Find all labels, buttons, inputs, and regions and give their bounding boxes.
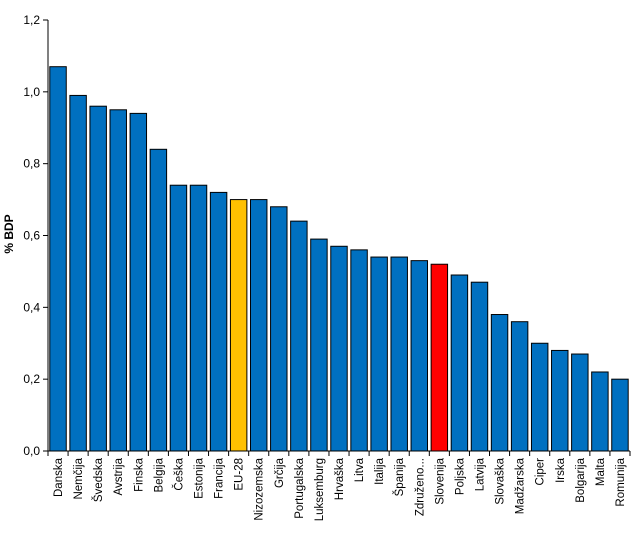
- x-tick-label: Luksemburg: [314, 458, 326, 521]
- x-ticks-group: Danska Nemčija Švedska Avstrija Finska Belgij…: [47, 451, 631, 521]
- bar-eu-28: [229, 199, 248, 452]
- bar-španija: [390, 256, 408, 452]
- bars-group: [49, 66, 629, 452]
- bar-finska: [129, 112, 148, 452]
- y-ticks-group: 0,0 0,2 0,4 0,6 0,8 1,0 1,2: [23, 13, 48, 458]
- bar-nizozemska: [249, 199, 268, 452]
- bar-estonija: [189, 184, 208, 452]
- bar-madžarska: [510, 321, 529, 452]
- y-tick-label: 1,0: [23, 85, 40, 99]
- bar-švedska: [89, 105, 107, 452]
- bar-latvija: [470, 281, 489, 452]
- y-axis-label: % BDP: [2, 214, 16, 253]
- y-tick-label: 0,0: [23, 444, 40, 458]
- bar-bolgarija: [571, 353, 589, 452]
- bar-slovaška: [490, 314, 509, 452]
- x-tick-label: Malta: [595, 457, 607, 486]
- bar-francija: [209, 191, 228, 452]
- bar-belgija: [149, 148, 168, 452]
- x-tick-label: Madžarska: [515, 457, 527, 514]
- x-tick-label: Avstrija: [113, 457, 125, 495]
- x-tick-label: Italija: [374, 457, 386, 484]
- bar-irska: [551, 349, 569, 452]
- x-tick-label: Romunija: [615, 457, 627, 506]
- bar-portugalska: [290, 220, 308, 452]
- bar-italija: [370, 256, 388, 452]
- x-tick-label: Slovenija: [434, 457, 446, 504]
- y-tick-label: 0,8: [23, 157, 40, 171]
- x-tick-label: Bolgarija: [575, 457, 587, 502]
- bar-slovenija: [430, 263, 449, 452]
- x-tick-label: Slovaška: [495, 457, 507, 504]
- x-tick-label: Estonija: [194, 457, 206, 499]
- x-tick-label: Španija: [393, 457, 406, 496]
- bar-luksemburg: [310, 238, 328, 452]
- y-tick-label: 0,4: [23, 300, 40, 314]
- bar-danska: [49, 66, 67, 452]
- x-tick-label: Irska: [555, 457, 567, 483]
- x-tick-label: Ciper: [535, 458, 547, 486]
- bar-hrvaška: [330, 245, 348, 452]
- x-tick-label: Grčija: [274, 457, 286, 488]
- x-tick-label: EU-28: [234, 458, 246, 491]
- x-tick-label: Švedska: [92, 457, 105, 502]
- x-tick-label: Združeno...: [414, 458, 426, 516]
- bar-ciper: [530, 342, 549, 452]
- x-tick-label: Francija: [214, 457, 226, 499]
- bar-avstrija: [109, 109, 127, 452]
- x-tick-label: Češka: [172, 457, 185, 490]
- x-tick-label: Hrvaška: [334, 457, 346, 500]
- x-tick-label: Finska: [133, 457, 145, 491]
- x-tick-label: Danska: [53, 457, 65, 497]
- y-tick-label: 0,6: [23, 229, 40, 243]
- x-tick-label: Poljska: [454, 457, 466, 495]
- bar-romunija: [611, 378, 629, 452]
- x-tick-label: Belgija: [153, 457, 165, 492]
- bar-češka: [169, 184, 188, 452]
- x-tick-label: Litva: [354, 457, 366, 482]
- bar-združeno-: [410, 260, 429, 452]
- bar-litva: [350, 249, 368, 452]
- bar-grčija: [270, 206, 288, 452]
- x-tick-label: Nizozemska: [254, 457, 266, 520]
- bar-nemčija: [69, 94, 87, 452]
- x-tick-label: Nemčija: [73, 457, 85, 499]
- x-tick-label: Latvija: [474, 457, 486, 491]
- y-tick-label: 1,2: [23, 13, 40, 27]
- y-tick-label: 0,2: [23, 372, 40, 386]
- bar-malta: [591, 371, 609, 452]
- x-tick-label: Portugalska: [294, 457, 306, 518]
- bar-poljska: [450, 274, 469, 452]
